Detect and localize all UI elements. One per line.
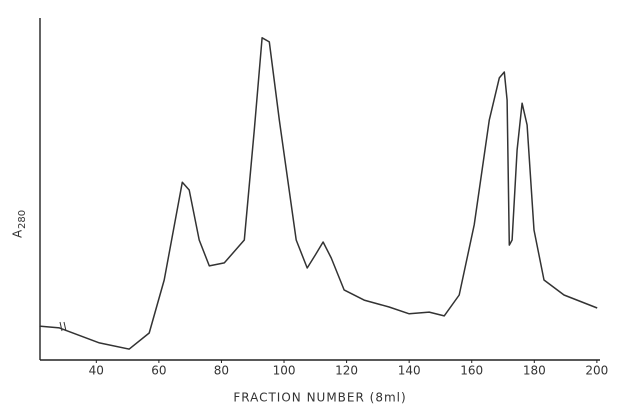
x-tick-label: 140 xyxy=(398,364,421,378)
x-tick-label: 120 xyxy=(335,364,358,378)
x-tick-label: 100 xyxy=(273,364,296,378)
y-axis-label-group: A 280 xyxy=(11,210,29,238)
x-axis-label: FRACTION NUMBER (8ml) xyxy=(233,391,406,405)
x-tick-label: 200 xyxy=(585,364,608,378)
break-mark xyxy=(59,321,63,332)
trace-line xyxy=(39,37,598,350)
x-tick-label: 60 xyxy=(151,364,166,378)
x-tick-label: 80 xyxy=(214,364,229,378)
x-tick-label: 160 xyxy=(460,364,483,378)
x-tick-label: 180 xyxy=(523,364,546,378)
y-axis-label: A xyxy=(11,229,25,238)
y-axis-label-sub: 280 xyxy=(17,210,28,229)
x-tick-label: 40 xyxy=(89,364,104,378)
